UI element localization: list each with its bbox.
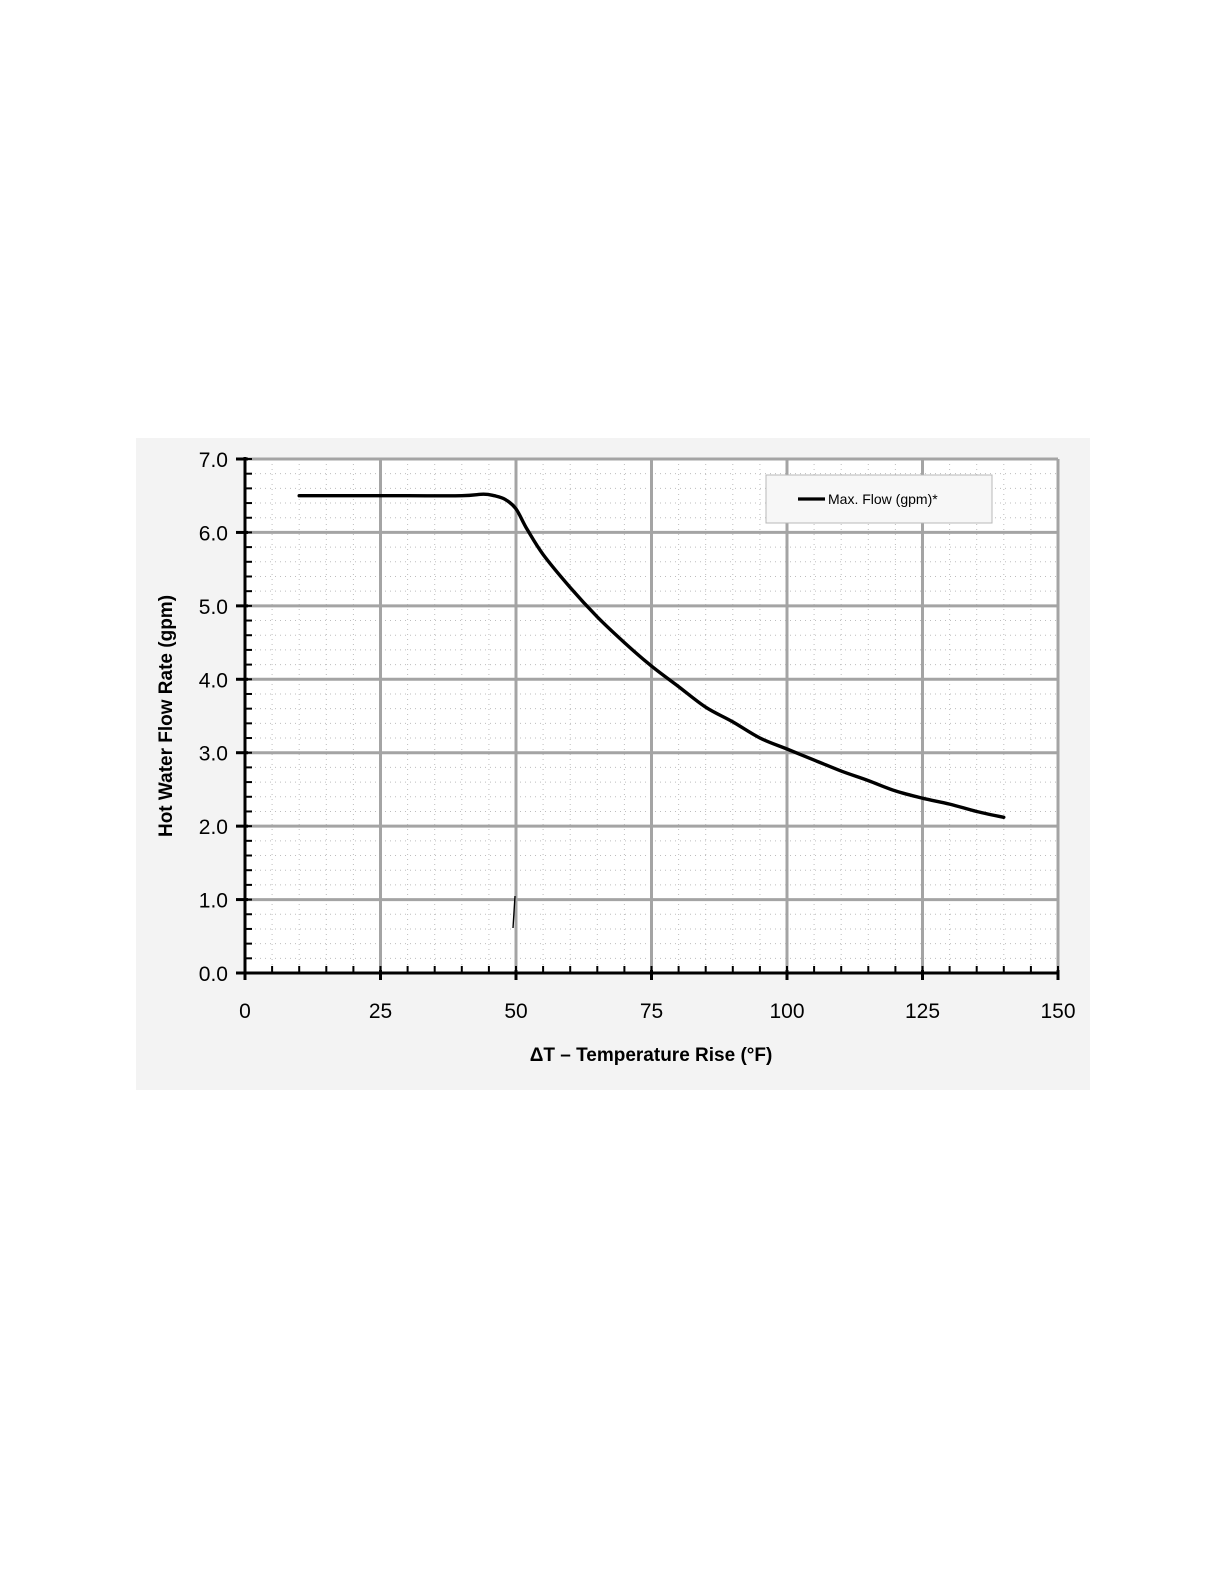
x-tick-label: 125 <box>905 1000 940 1023</box>
legend: Max. Flow (gpm)* <box>765 474 993 524</box>
x-tick-label: 25 <box>369 1000 392 1023</box>
line-chart: 0 25 50 75 100 125 150 0.0 1.0 2.0 3.0 4.0 5.0 6.0 7.0… <box>156 449 1076 1066</box>
y-tick-label: 6.0 <box>199 522 228 545</box>
legend-label: Max. Flow (gpm)* <box>828 491 938 507</box>
y-tick-label: 1.0 <box>199 890 228 913</box>
x-tick-label: 100 <box>769 1000 804 1023</box>
x-tick-label: 75 <box>640 1000 663 1023</box>
y-axis-title: Hot Water Flow Rate (gpm) <box>156 595 177 837</box>
y-tick-label: 4.0 <box>199 669 228 692</box>
stray-mark <box>512 895 516 929</box>
x-tick-label: 150 <box>1040 1000 1075 1023</box>
y-tick-label: 2.0 <box>199 816 228 839</box>
y-tick-label: 7.0 <box>199 449 228 472</box>
y-tick-label: 0.0 <box>199 963 228 986</box>
ticks <box>236 457 1060 980</box>
x-axis-title: ΔT – Temperature Rise (°F) <box>530 1045 773 1066</box>
y-tick-label: 3.0 <box>199 743 228 766</box>
chart-panel: 0 25 50 75 100 125 150 0.0 1.0 2.0 3.0 4.0 5.0 6.0 7.0… <box>136 438 1090 1090</box>
x-tick-label: 50 <box>504 1000 527 1023</box>
x-tick-label: 0 <box>239 1000 251 1023</box>
series-line-max-flow <box>297 492 1006 819</box>
series-layer <box>297 492 1006 819</box>
tick-labels: 0 25 50 75 100 125 150 0.0 1.0 2.0 3.0 4.0 5.0 6.0 7.0 <box>199 449 1076 1023</box>
y-tick-label: 5.0 <box>199 596 228 619</box>
major-grid <box>245 457 1060 973</box>
